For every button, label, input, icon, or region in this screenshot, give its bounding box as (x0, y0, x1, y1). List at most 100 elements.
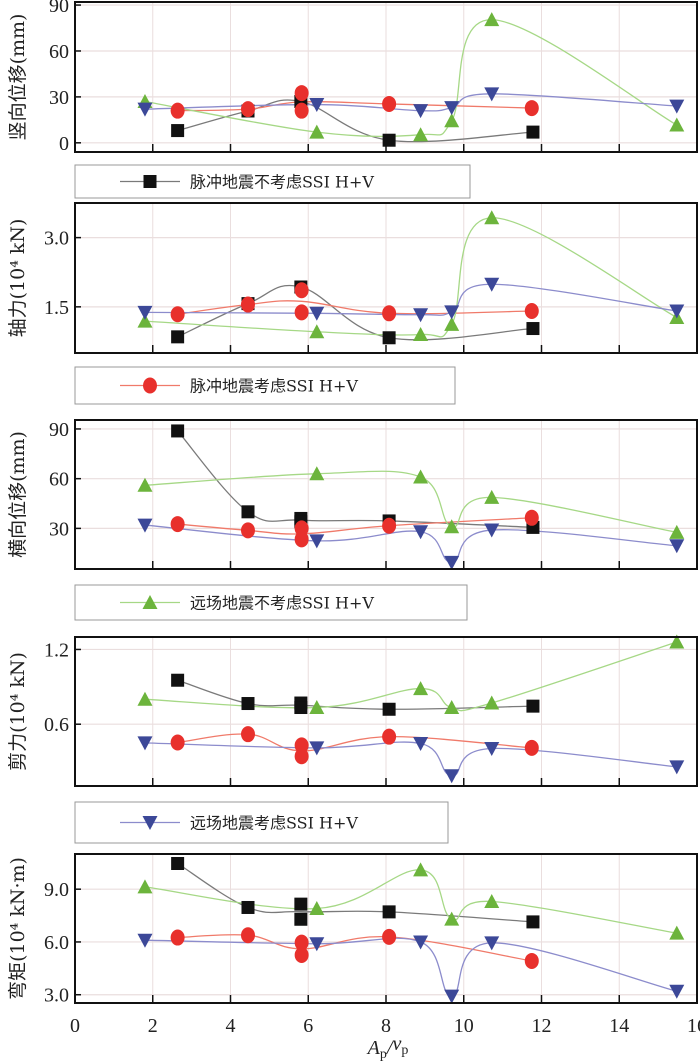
x-axis-label-part: v (392, 1033, 401, 1055)
x-tick-label: 0 (70, 1015, 80, 1037)
data-point-series-4 (484, 523, 500, 538)
data-point-series-2 (382, 95, 397, 112)
data-point-series-4 (444, 555, 460, 570)
y-axis-label: 竖向位移(mm) (7, 14, 29, 141)
data-point-series-4 (444, 989, 460, 1004)
data-point-series-2 (170, 734, 185, 751)
data-point-series-4 (484, 277, 500, 292)
data-point-series-2 (240, 522, 255, 539)
x-axis-label: Ap/vp (366, 1033, 409, 1062)
series-curve-1 (177, 284, 533, 341)
data-point-series-4 (309, 741, 325, 756)
data-point-series-3 (137, 691, 153, 706)
data-point-series-2 (382, 928, 397, 945)
y-axis-label: 剪力(10⁴ kN) (7, 652, 29, 771)
data-point-series-3 (484, 12, 500, 27)
data-point-series-3 (484, 210, 500, 225)
series-curve-4 (144, 937, 677, 997)
x-axis-label-part: A (366, 1037, 381, 1059)
panel-5: 3.0 6.0 9.0 弯矩(10⁴ kN·m) (7, 853, 698, 1007)
data-point-series-3 (444, 316, 460, 331)
data-point-series-1 (171, 424, 185, 438)
data-point-series-3 (309, 324, 325, 339)
data-point-series-3 (413, 127, 429, 142)
data-point-series-4 (444, 305, 460, 320)
legend-marker (142, 595, 158, 609)
data-point-series-4 (137, 933, 153, 948)
data-point-series-2 (240, 296, 255, 313)
data-point-series-4 (137, 518, 153, 533)
data-point-series-4 (669, 99, 685, 114)
data-point-series-3 (444, 911, 460, 926)
series-curve-4 (144, 93, 677, 112)
data-point-series-2 (294, 946, 309, 963)
series-curve-3 (144, 869, 677, 934)
y-tick-label: 90 (49, 0, 69, 17)
data-point-series-2 (524, 100, 539, 117)
legend-4: 远场地震考虑SSI H+V (74, 801, 449, 844)
data-point-series-4 (413, 737, 429, 752)
data-point-series-4 (484, 936, 500, 951)
legend-label: 远场地震不考虑SSI H+V (190, 594, 374, 613)
data-point-series-3 (413, 469, 429, 484)
x-axis-label-part: / (386, 1037, 395, 1059)
data-point-series-3 (669, 634, 685, 649)
data-point-series-4 (444, 769, 460, 784)
data-point-series-3 (137, 477, 153, 492)
data-point-series-2 (240, 726, 255, 743)
legend-marker (142, 816, 158, 830)
data-point-series-4 (484, 87, 500, 102)
x-tick-label: 8 (381, 1015, 391, 1037)
data-point-series-4 (484, 742, 500, 757)
legend-label: 脉冲地震不考虑SSI H+V (190, 173, 374, 192)
series-curve-2 (177, 733, 532, 752)
data-point-series-4 (137, 736, 153, 751)
data-point-series-2 (240, 927, 255, 944)
y-tick-label: 9.0 (44, 879, 69, 901)
data-point-series-3 (444, 113, 460, 128)
data-point-series-2 (294, 282, 309, 299)
data-point-series-4 (669, 760, 685, 775)
data-point-series-4 (309, 98, 325, 113)
y-tick-label: 60 (49, 469, 69, 491)
data-point-series-4 (413, 935, 429, 950)
data-point-series-1 (526, 915, 540, 929)
data-point-series-3 (413, 862, 429, 877)
x-tick-label: 4 (226, 1015, 236, 1037)
y-tick-label: 90 (49, 419, 69, 441)
data-point-series-2 (524, 952, 539, 969)
data-point-series-4 (669, 984, 685, 999)
data-point-series-1 (241, 900, 255, 914)
data-point-series-3 (309, 901, 325, 916)
y-axis-label: 弯矩(10⁴ kN·m) (7, 857, 29, 1000)
data-point-series-1 (526, 322, 540, 336)
data-point-series-2 (170, 102, 185, 119)
y-tick-label: 0.6 (44, 714, 69, 736)
y-tick-label: 60 (49, 41, 69, 63)
data-point-series-2 (524, 303, 539, 319)
data-point-series-1 (294, 897, 308, 911)
data-point-series-2 (170, 929, 185, 946)
legend-box (74, 584, 468, 621)
data-point-series-3 (309, 466, 325, 481)
panel-3: 30 60 90 横向位移(mm) (7, 419, 698, 570)
data-point-series-4 (309, 306, 325, 321)
data-point-series-1 (526, 699, 540, 713)
data-point-series-4 (309, 937, 325, 952)
y-tick-label: 3.0 (44, 985, 69, 1007)
x-tick-label: 10 (454, 1015, 474, 1037)
data-point-series-4 (444, 101, 460, 116)
y-tick-label: 30 (49, 87, 69, 109)
data-point-series-1 (382, 133, 396, 147)
data-point-series-3 (309, 124, 325, 139)
data-point-series-1 (294, 912, 308, 926)
legend-2: 脉冲地震考虑SSI H+V (74, 366, 456, 405)
legend-label: 远场地震考虑SSI H+V (190, 814, 358, 833)
data-point-series-1 (382, 331, 396, 345)
y-tick-label: 0 (59, 133, 69, 155)
data-point-series-2 (382, 728, 397, 745)
panel-1: 0 30 60 90 竖向位移(mm) (7, 0, 698, 155)
data-point-series-1 (171, 124, 185, 138)
data-point-series-2 (382, 305, 397, 322)
